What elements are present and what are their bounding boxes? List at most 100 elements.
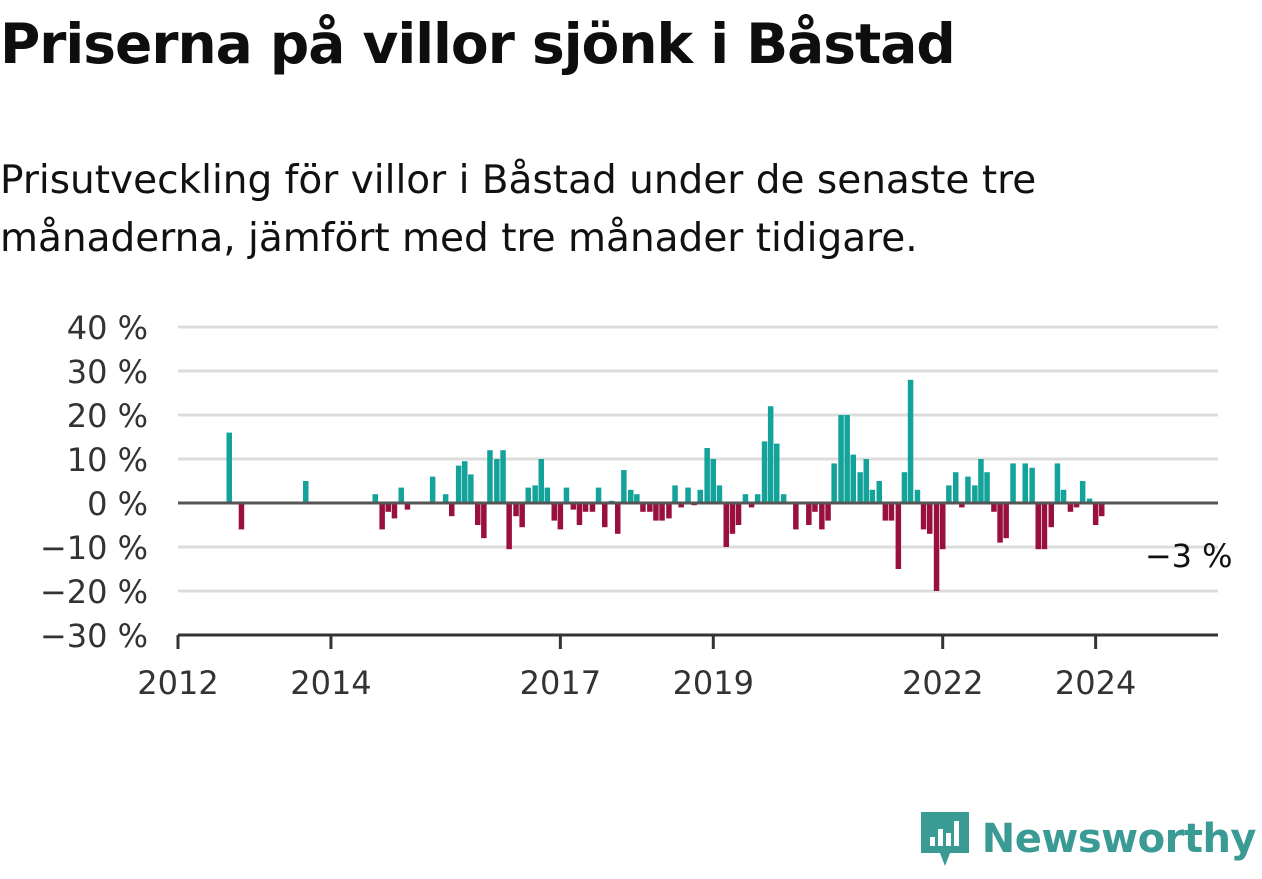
bar (481, 503, 487, 539)
bar (1041, 503, 1048, 550)
bar (1035, 503, 1041, 550)
y-tick-label: −10 % (40, 529, 148, 567)
bar (595, 487, 602, 503)
x-tick-label: 2012 (137, 664, 218, 702)
y-tick-label: 0 % (87, 485, 148, 523)
bar (863, 459, 869, 503)
bar (710, 459, 716, 503)
bar (806, 503, 812, 525)
bar (404, 503, 411, 510)
bar (672, 485, 678, 503)
bar (933, 503, 940, 591)
bar (238, 503, 245, 530)
bar (455, 465, 462, 503)
bar (634, 494, 640, 503)
bar (729, 503, 736, 534)
x-tick-label: 2014 (290, 664, 371, 702)
bar (576, 503, 583, 525)
bar (653, 503, 659, 521)
x-tick-label: 2019 (673, 664, 754, 702)
chart-subtitle: Prisutveckling för villor i Båstad under… (0, 158, 1037, 261)
bar (685, 487, 691, 503)
bar (1092, 503, 1099, 525)
bar (602, 503, 608, 528)
y-tick-label: −30 % (40, 617, 148, 655)
bar (442, 494, 449, 503)
bar (907, 379, 914, 503)
bar (557, 503, 564, 530)
bar (519, 503, 525, 528)
bar (1029, 467, 1035, 503)
bar (487, 450, 493, 503)
bar (525, 487, 531, 503)
bar (1048, 503, 1054, 528)
bar (997, 503, 1003, 543)
y-axis-labels: 40 % 30 % 20 % 10 % 0 % −10 % −20 % −30 % (40, 309, 148, 655)
bar (780, 494, 787, 503)
bar (1099, 503, 1105, 517)
x-tick-label: 2017 (520, 664, 601, 702)
bar (895, 503, 902, 569)
bar (570, 503, 577, 510)
bar (372, 494, 378, 503)
bar (628, 489, 634, 503)
bar (927, 503, 933, 534)
bar (761, 441, 768, 503)
bar (972, 485, 978, 503)
bar (888, 503, 895, 521)
bar (940, 503, 946, 550)
bar (582, 503, 589, 512)
bar (621, 470, 627, 503)
bar (563, 487, 570, 503)
newsworthy-logo-icon (920, 812, 969, 866)
bar (819, 503, 825, 530)
bar (767, 406, 774, 503)
bar (1060, 489, 1067, 503)
x-axis: 2012 2014 2017 2019 2022 2024 (137, 633, 1218, 702)
y-tick-label: 40 % (67, 309, 148, 347)
y-tick-label: 10 % (67, 441, 148, 479)
bar (506, 503, 512, 550)
y-tick-label: 30 % (67, 353, 148, 391)
bar (959, 503, 965, 508)
brand-name: Newsworthy (981, 816, 1257, 862)
x-tick-label: 2022 (902, 664, 983, 702)
bar (303, 481, 309, 503)
bar (838, 415, 844, 503)
bar (1003, 503, 1009, 539)
bar (844, 415, 850, 503)
x-tick-label: 2024 (1055, 664, 1136, 702)
bar (869, 489, 876, 503)
bar (538, 459, 544, 503)
bar (468, 474, 474, 503)
bar (379, 503, 385, 530)
bar (914, 489, 921, 503)
bar (920, 503, 927, 530)
bar (1022, 463, 1028, 503)
bar (678, 503, 684, 508)
bar (723, 503, 729, 547)
bar (831, 463, 837, 503)
bar (901, 472, 908, 503)
bar (1067, 503, 1074, 512)
bars (226, 379, 1105, 591)
bar (742, 494, 749, 503)
bar (991, 503, 997, 512)
bar (946, 485, 952, 503)
bar (475, 503, 481, 525)
bar (697, 489, 703, 503)
newsworthy-logo: Newsworthy (918, 809, 1257, 869)
bar (857, 472, 863, 503)
bar (984, 472, 990, 503)
bar (532, 485, 538, 503)
bar (812, 503, 818, 512)
gridlines (178, 325, 1218, 593)
bar (965, 476, 971, 503)
bar (666, 503, 672, 519)
bar (735, 503, 742, 525)
bar (876, 481, 882, 503)
y-tick-label: −20 % (40, 573, 148, 611)
latest-value-annotation: −3 % (1145, 537, 1233, 575)
bar (589, 503, 596, 512)
